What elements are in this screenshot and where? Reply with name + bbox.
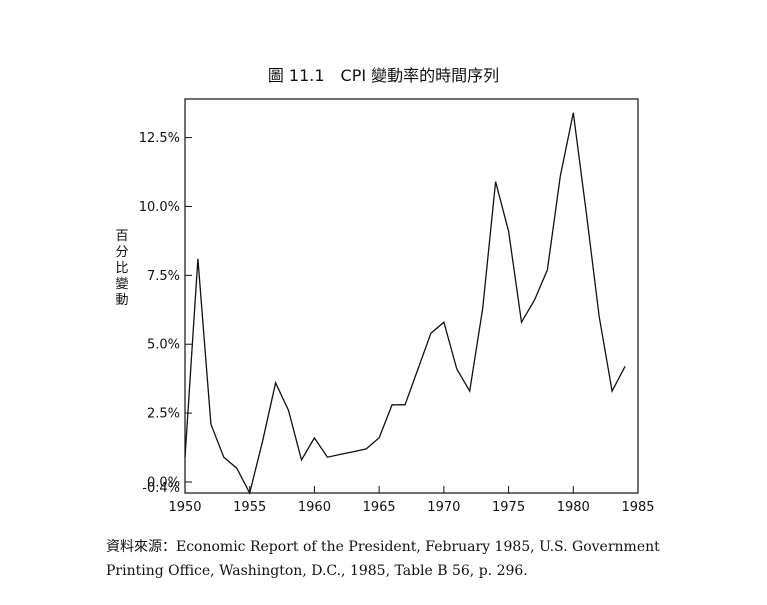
y-axis-label-char: 分 bbox=[115, 245, 129, 260]
plot-frame bbox=[184, 98, 639, 494]
y-tick-label: 0.0% bbox=[147, 475, 180, 490]
x-tick-label: 1965 bbox=[363, 500, 396, 515]
y-tick-label: 7.5% bbox=[147, 269, 180, 284]
y-tick-label: 2.5% bbox=[147, 407, 180, 422]
x-tick-label: 1955 bbox=[233, 500, 266, 515]
x-tick-label: 1975 bbox=[492, 500, 525, 515]
x-tick-label: 1950 bbox=[168, 500, 201, 515]
x-tick-label: 1985 bbox=[621, 500, 654, 515]
source-note: 資料來源：Economic Report of the President, F… bbox=[106, 535, 746, 583]
cpi-line-chart: -0.4%0.0% 2.5% 5.0% 7.5% 10.0% 12.5% 1950 1955… bbox=[139, 98, 655, 515]
x-tick-label: 1970 bbox=[427, 500, 460, 515]
source-note-line-1: 資料來源：Economic Report of the President, F… bbox=[106, 539, 660, 555]
y-axis-label: 百 分 比 變 動 bbox=[113, 229, 131, 309]
y-tick-label: 5.0% bbox=[147, 338, 180, 353]
y-tick-label: 12.5% bbox=[139, 131, 180, 146]
y-axis-label-char: 變 bbox=[115, 277, 129, 292]
y-axis: -0.4%0.0% 2.5% 5.0% 7.5% 10.0% 12.5% bbox=[139, 131, 192, 496]
source-note-line-2: Printing Office, Washington, D.C., 1985,… bbox=[106, 563, 528, 579]
y-axis-label-char: 動 bbox=[115, 293, 129, 308]
y-tick-label: 10.0% bbox=[139, 200, 180, 215]
x-tick-label: 1980 bbox=[557, 500, 590, 515]
y-tick-label: -0.4% bbox=[142, 481, 180, 496]
y-axis-label-char: 百 bbox=[115, 229, 129, 244]
chart-title: 圖 11.1 CPI 變動率的時間序列 bbox=[267, 66, 500, 85]
x-tick-label: 1960 bbox=[298, 500, 331, 515]
y-axis-label-char: 比 bbox=[115, 261, 129, 276]
series-line-cpi bbox=[184, 112, 626, 495]
x-axis: 1950 1955 1960 1965 1970 1975 1980 1985 bbox=[168, 486, 655, 515]
